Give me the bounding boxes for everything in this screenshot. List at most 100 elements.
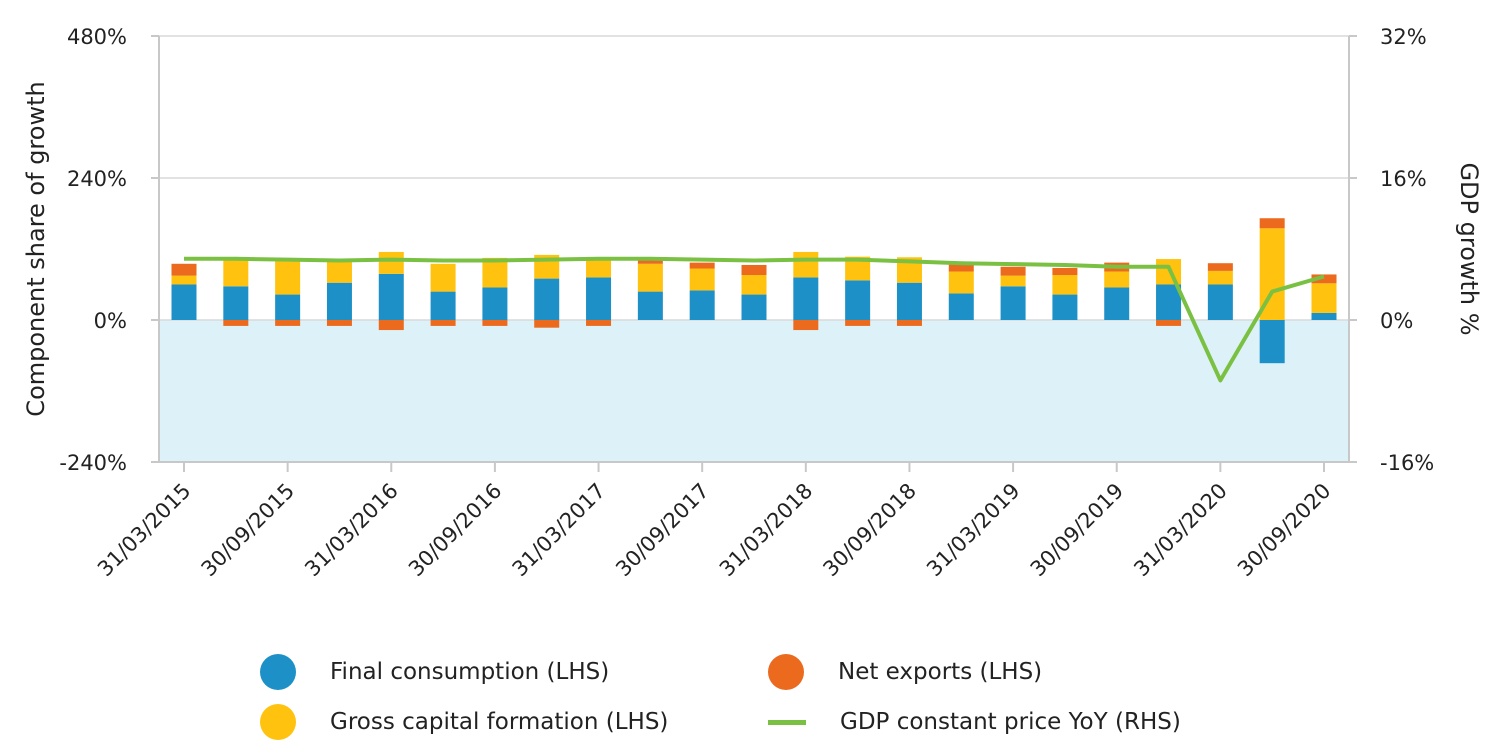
x-tick-label: 30/09/2015: [197, 479, 300, 582]
bar-segment: [1156, 284, 1182, 320]
bar-segment: [1207, 270, 1233, 285]
y2-tick-label: 0%: [1380, 309, 1413, 333]
bar-segment: [275, 320, 301, 326]
bar-segment: [637, 257, 663, 264]
bar-segment: [896, 320, 922, 326]
bar-segment: [637, 263, 663, 292]
bar-segment: [171, 263, 197, 276]
x-tick-label: 30/09/2019: [1026, 479, 1129, 582]
bar-segment: [845, 320, 871, 326]
gdp-growth-line: [184, 256, 1325, 383]
x-tick-label: 31/03/2018: [715, 479, 818, 582]
legend: Final consumption (LHS) Gross capital fo…: [255, 652, 1255, 752]
y-tick-label: 480%: [67, 25, 127, 49]
x-tick-label: 30/09/2018: [818, 479, 921, 582]
bar-segment: [1052, 275, 1078, 295]
bar-segment: [1311, 312, 1337, 320]
bar-segment: [430, 291, 456, 320]
x-tick-label: 31/03/2017: [508, 479, 611, 582]
bar-segment: [1259, 320, 1285, 364]
bar-segment: [378, 251, 404, 274]
bar-segment: [1207, 263, 1233, 271]
bar-segment: [275, 294, 301, 320]
legend-item-final-consumption: Final consumption (LHS): [260, 652, 609, 692]
legend-label: Net exports (LHS): [838, 659, 1043, 685]
bar-segment: [793, 320, 819, 331]
bar-segment: [689, 290, 715, 320]
bar-segment: [1052, 267, 1078, 276]
bar-segment: [1259, 218, 1285, 229]
x-tick-label: 31/03/2020: [1129, 479, 1232, 582]
bar-segment: [948, 271, 974, 294]
bar-segment: [637, 291, 663, 320]
bar-segment: [223, 286, 249, 320]
legend-swatch-gross-capital-formation: [260, 704, 296, 740]
bar-segment: [1104, 271, 1130, 288]
bar-segment: [845, 256, 871, 281]
x-tick-label: 31/03/2015: [93, 479, 196, 582]
y2-tick-label: 16%: [1380, 167, 1427, 191]
bar-segment: [1000, 286, 1026, 320]
bar-segment: [741, 264, 767, 276]
legend-item-gdp-growth: GDP constant price YoY (RHS): [768, 702, 1181, 742]
x-tick-label: 30/09/2020: [1233, 479, 1336, 582]
y2-axis-title: GDP growth %: [1455, 162, 1483, 335]
bar-segment: [482, 320, 508, 326]
legend-label: Gross capital formation (LHS): [330, 709, 669, 735]
bar-segment: [326, 260, 352, 283]
negative-region: [159, 320, 1349, 462]
bar-segment: [378, 320, 404, 331]
bar-segment: [896, 282, 922, 320]
bars: [171, 218, 1337, 364]
bar-segment: [689, 268, 715, 291]
legend-swatch-net-exports: [768, 654, 804, 690]
bar-segment: [482, 287, 508, 320]
legend-swatch-gdp-growth: [768, 719, 806, 725]
bar-segment: [586, 277, 612, 320]
legend-swatch-final-consumption: [260, 654, 296, 690]
x-tick-label: 30/09/2016: [404, 479, 507, 582]
legend-label: GDP constant price YoY (RHS): [840, 709, 1181, 735]
bar-segment: [793, 251, 819, 278]
bar-segment: [1311, 274, 1337, 284]
line-series: [184, 256, 1325, 383]
bar-segment: [326, 320, 352, 326]
chart: 480% 240% 0% -240% 32% 16% 0% -16% 31/03…: [22, 25, 1483, 582]
bar-segment: [1207, 284, 1233, 320]
bar-segment: [378, 273, 404, 320]
bar-segment: [1104, 287, 1130, 320]
bar-segment: [586, 259, 612, 278]
bar-segment: [948, 264, 974, 272]
bar-segment: [1156, 259, 1182, 285]
legend-label: Final consumption (LHS): [330, 659, 610, 685]
bar-segment: [845, 280, 871, 320]
x-tick-label: 30/09/2017: [611, 479, 714, 582]
bar-segment: [1156, 320, 1182, 326]
legend-item-net-exports: Net exports (LHS): [768, 652, 1042, 692]
bar-segment: [326, 282, 352, 320]
bar-segment: [223, 320, 249, 326]
bar-segment: [1000, 266, 1026, 276]
y-tick-label: 0%: [94, 309, 127, 333]
y-axis-title: Component share of growth: [22, 81, 50, 416]
bar-segment: [948, 293, 974, 320]
bar-segment: [171, 275, 197, 285]
axes: [151, 35, 1357, 472]
bar-segment: [223, 258, 249, 287]
bar-segment: [1311, 283, 1337, 313]
y2-tick-label: 32%: [1380, 25, 1427, 49]
bar-segment: [275, 260, 301, 295]
bar-segment: [534, 278, 560, 320]
bar-segment: [430, 320, 456, 326]
bar-segment: [741, 294, 767, 320]
y2-tick-label: -16%: [1380, 451, 1434, 475]
x-tick-label: 31/03/2016: [300, 479, 403, 582]
bar-segment: [171, 284, 197, 320]
bar-segment: [534, 320, 560, 328]
x-tick-label: 31/03/2019: [922, 479, 1025, 582]
bar-segment: [741, 275, 767, 295]
legend-item-gross-capital-formation: Gross capital formation (LHS): [260, 702, 668, 742]
bar-segment: [689, 262, 715, 269]
y-tick-label: -240%: [59, 451, 127, 475]
bar-segment: [430, 263, 456, 292]
